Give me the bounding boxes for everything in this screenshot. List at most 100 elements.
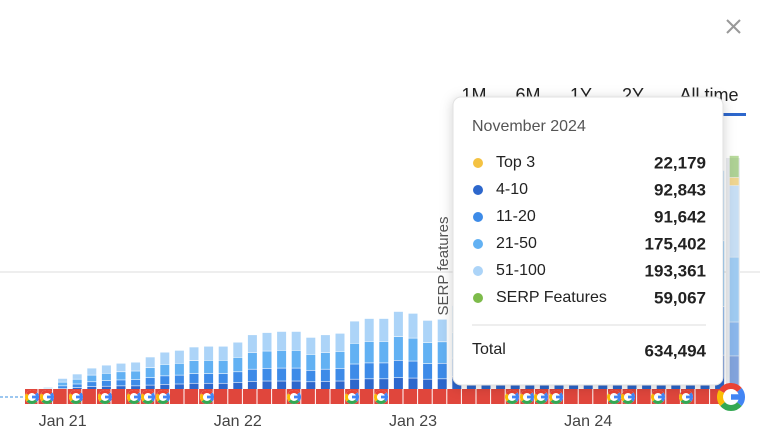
bar-segment <box>218 346 228 361</box>
google-arc <box>374 393 379 402</box>
bar-segment <box>393 311 403 337</box>
bar-segment <box>189 373 199 383</box>
bar-segment <box>350 343 360 364</box>
google-arc <box>679 393 684 402</box>
google-arc <box>70 399 82 404</box>
google-arc <box>375 399 387 404</box>
row-value: 193,361 <box>645 261 706 280</box>
google-icon <box>716 383 746 411</box>
bar-segment <box>72 374 82 379</box>
bar-segment <box>101 373 111 381</box>
google-arc <box>200 393 205 402</box>
tooltip-title: November 2024 <box>472 118 586 135</box>
bar-segment <box>408 378 418 390</box>
row-label: 51-100 <box>496 262 546 279</box>
google-arc <box>716 389 726 407</box>
google-arc <box>736 387 746 407</box>
side-label: SERP features <box>435 217 452 316</box>
bar-segment <box>87 382 97 387</box>
bar-segment <box>364 318 374 342</box>
google-arc <box>550 399 562 404</box>
google-arc <box>505 393 510 402</box>
bar-segment <box>262 368 272 381</box>
total-label: Total <box>472 341 506 358</box>
bar-segment <box>189 361 199 374</box>
bar-segment <box>437 319 447 342</box>
google-arc <box>288 399 300 404</box>
close-button[interactable] <box>726 19 741 34</box>
google-arc <box>141 393 146 402</box>
bar-segment <box>233 372 243 383</box>
bar-segment <box>729 185 739 257</box>
google-arc <box>156 393 161 402</box>
google-arc <box>200 390 213 396</box>
row-value: 92,843 <box>654 180 706 199</box>
row-label: 11-20 <box>496 208 536 225</box>
bar-segment <box>131 371 141 380</box>
row-value: 175,402 <box>645 234 706 253</box>
google-arc <box>40 393 45 402</box>
bar-segment <box>174 363 184 375</box>
google-arc <box>374 390 387 396</box>
bar-segment <box>335 351 345 369</box>
google-arc <box>549 390 562 396</box>
google-arc <box>520 390 533 396</box>
bar-segment <box>262 332 272 351</box>
bar-segment <box>437 379 447 390</box>
bar-segment <box>379 363 389 379</box>
legend-dot <box>473 266 483 276</box>
bar-segment <box>218 383 228 390</box>
bar-segment <box>58 386 68 389</box>
bar-segment <box>204 360 214 374</box>
close-icon <box>726 19 741 34</box>
google-arc <box>201 399 213 404</box>
total-value: 634,494 <box>645 341 707 360</box>
bar-segment <box>233 382 243 390</box>
google-arc <box>157 399 169 404</box>
bar-segment <box>87 375 97 382</box>
google-arc <box>621 393 626 402</box>
bar-segment <box>306 382 316 390</box>
x-tick-label: Jan 23 <box>389 413 437 430</box>
row-value: 59,067 <box>654 288 706 307</box>
bar-segment <box>233 357 243 372</box>
google-arc <box>718 383 742 394</box>
bar-segment <box>247 335 257 353</box>
bar-segment <box>204 346 214 361</box>
google-arc <box>622 399 634 404</box>
bar-segment <box>729 322 739 356</box>
row-label: SERP Features <box>496 289 607 306</box>
bar-segment <box>306 337 316 355</box>
bar-segment <box>101 380 111 386</box>
bar-segment <box>306 370 316 382</box>
bar-segment <box>320 369 330 382</box>
tooltip-box <box>452 96 724 386</box>
bar-segment <box>423 379 433 390</box>
bar-segment <box>320 352 330 369</box>
google-arc <box>520 393 525 402</box>
bar-segment <box>277 381 287 390</box>
bar-segment <box>43 387 53 389</box>
bar-segment <box>408 313 418 338</box>
google-arc <box>680 399 692 404</box>
legend-dot <box>473 239 483 249</box>
row-label: 4-10 <box>496 181 528 198</box>
event-markers <box>25 389 720 404</box>
bar-segment <box>350 379 360 390</box>
bar-segment <box>350 321 360 344</box>
bar-segment <box>145 378 155 385</box>
bar-segment <box>58 382 68 386</box>
google-arc <box>127 393 132 402</box>
bar-segment <box>204 383 214 390</box>
bar-segment <box>437 342 447 363</box>
bar-segment <box>408 338 418 361</box>
bar-segment <box>58 378 68 382</box>
bar-segment <box>306 354 316 371</box>
bar-segment <box>729 356 739 390</box>
bar-segment <box>335 333 345 352</box>
row-label: Top 3 <box>496 154 535 171</box>
bar-segment <box>116 372 126 380</box>
google-arc <box>25 390 38 396</box>
bar-segment <box>262 351 272 369</box>
bar-segment <box>174 375 184 384</box>
